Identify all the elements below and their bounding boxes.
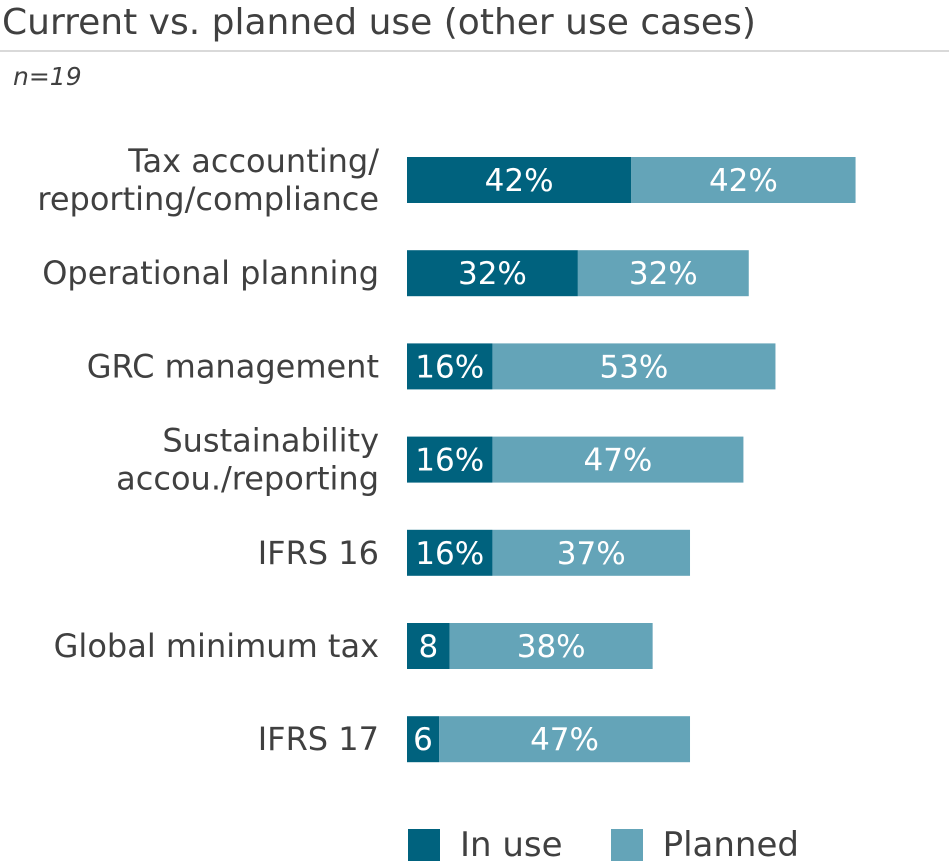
chart-title: Current vs. planned use (other use cases… [2, 2, 756, 43]
bar-in-use-global-minimum-tax [407, 623, 450, 669]
bar-in-use-grc-management [407, 343, 493, 390]
bar-in-use-ifrs-16 [407, 529, 493, 576]
bar-planned-ifrs-16 [492, 529, 691, 576]
data-label-in-use-operational-planning: 32% [458, 256, 527, 292]
data-label-in-use-ifrs-17: 6 [413, 722, 433, 758]
bar-planned-operational-planning [577, 250, 749, 297]
data-label-in-use-grc-management: 16% [415, 349, 484, 385]
stacked-bar-chart: Tax accounting/reporting/compliance 42% 42… [37, 142, 856, 763]
legend-label-planned: Planned [662, 825, 799, 865]
data-label-planned-grc-management: 53% [599, 349, 668, 385]
data-label-planned-operational-planning: 32% [629, 256, 698, 292]
data-label-planned-ifrs-17: 47% [530, 722, 599, 758]
bar-planned-global-minimum-tax [449, 623, 653, 669]
bar-in-use-sustainability-accou-reporting [407, 436, 493, 483]
data-label-in-use-ifrs-16: 16% [415, 536, 484, 572]
legend-item-planned: Planned [610, 825, 799, 865]
data-label-planned-global-minimum-tax: 38% [517, 629, 586, 665]
category-label-ifrs-16: IFRS 16 [258, 534, 379, 572]
bar-planned-sustainability-accou-reporting [492, 436, 744, 483]
category-label-global-minimum-tax: Global minimum tax [54, 627, 379, 665]
bar-planned-grc-management [492, 343, 776, 390]
data-label-in-use-global-minimum-tax: 8 [418, 629, 438, 665]
legend-label-in-use: In use [460, 825, 563, 865]
sample-size-note: n=19 [13, 62, 82, 91]
title-divider [0, 50, 949, 52]
data-label-planned-ifrs-16: 37% [557, 536, 626, 572]
data-label-planned-sustainability-accou-reporting: 47% [583, 443, 652, 479]
data-label-in-use-tax-accounting-reporting-compliance: 42% [485, 163, 554, 199]
bar-in-use-ifrs-17 [407, 716, 440, 763]
data-label-in-use-sustainability-accou-reporting: 16% [415, 443, 484, 479]
legend-swatch-planned [610, 829, 643, 861]
bar-in-use-tax-accounting-reporting-compliance [407, 157, 632, 203]
bar-planned-tax-accounting-reporting-compliance [631, 157, 856, 203]
category-label-operational-planning: Operational planning [42, 254, 379, 292]
category-label-sustainability-accou-reporting: Sustainability accou./reporting [116, 422, 379, 498]
chart-legend: In use Planned [408, 825, 847, 865]
category-label-tax-accounting-reporting-compliance: Tax accounting/reporting/compliance [37, 142, 379, 218]
bar-in-use-operational-planning [407, 250, 578, 297]
data-label-planned-tax-accounting-reporting-compliance: 42% [709, 163, 778, 199]
legend-item-in-use: In use [408, 825, 563, 865]
legend-swatch-in-use [408, 829, 440, 861]
category-label-ifrs-17: IFRS 17 [258, 720, 379, 758]
bar-planned-ifrs-17 [439, 716, 691, 763]
category-label-grc-management: GRC management [87, 347, 379, 385]
